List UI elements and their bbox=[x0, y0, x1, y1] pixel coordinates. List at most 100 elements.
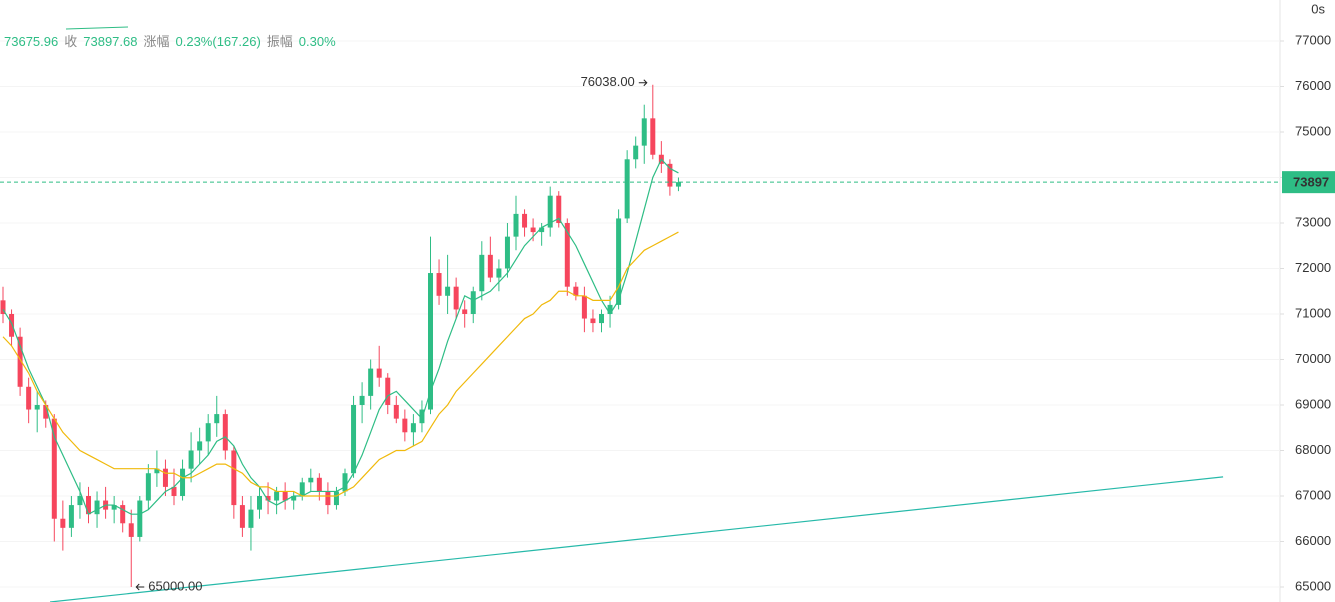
candle-body bbox=[393, 404, 399, 419]
candle-body bbox=[351, 404, 357, 474]
candle-body bbox=[197, 441, 203, 451]
candle-body bbox=[633, 145, 639, 160]
candle-body bbox=[385, 377, 391, 405]
candle-body bbox=[573, 286, 579, 296]
candle-body bbox=[547, 195, 553, 228]
y-tick-label: 76000 bbox=[1295, 78, 1331, 93]
candle-body bbox=[342, 473, 348, 492]
header-value: 73897.68 bbox=[83, 34, 138, 49]
candle-body bbox=[641, 118, 647, 146]
candle-body bbox=[410, 423, 416, 433]
annotation-arrow bbox=[135, 583, 145, 591]
candle-body bbox=[17, 336, 23, 387]
candle-body bbox=[445, 286, 451, 296]
countdown: 0s bbox=[1311, 1, 1325, 16]
candle-body bbox=[624, 159, 630, 219]
candle-body bbox=[487, 254, 493, 278]
moving-average bbox=[2, 231, 679, 497]
candle-body bbox=[316, 477, 322, 492]
candle-body bbox=[428, 273, 433, 410]
candle-body bbox=[137, 500, 143, 537]
candle-body bbox=[599, 313, 604, 324]
y-tick-label: 67000 bbox=[1295, 487, 1331, 502]
candle-body bbox=[607, 304, 613, 314]
candle-body bbox=[180, 468, 186, 496]
y-tick-label: 68000 bbox=[1295, 442, 1331, 457]
candle-body bbox=[539, 227, 545, 233]
candle-body bbox=[120, 505, 126, 524]
candle-body bbox=[111, 505, 117, 510]
candle-body bbox=[675, 182, 681, 187]
candle-body bbox=[162, 468, 168, 487]
candle-body bbox=[171, 486, 177, 496]
candle-body bbox=[308, 477, 314, 483]
header-label: 收 bbox=[64, 34, 78, 49]
last-price-label: 73897 bbox=[1293, 175, 1329, 190]
y-tick-label: 75000 bbox=[1295, 123, 1331, 138]
candle-body bbox=[590, 318, 596, 324]
candle-body bbox=[462, 309, 468, 314]
candle-body bbox=[257, 495, 262, 510]
candle-body bbox=[60, 518, 66, 528]
candle-body bbox=[470, 291, 476, 314]
candle-body bbox=[265, 495, 271, 501]
candle-body bbox=[402, 418, 408, 433]
candle-body bbox=[453, 286, 459, 310]
candle-body bbox=[34, 404, 40, 410]
candle-body bbox=[9, 313, 15, 337]
y-tick-label: 69000 bbox=[1295, 396, 1331, 411]
candle-body bbox=[479, 254, 485, 292]
y-tick-label: 77000 bbox=[1295, 32, 1331, 47]
candle-body bbox=[496, 268, 502, 278]
candle-body bbox=[616, 218, 622, 305]
candle-body bbox=[650, 118, 656, 155]
candle-body bbox=[145, 473, 151, 501]
annotation-label: 76038.00 bbox=[581, 74, 635, 89]
candle-body bbox=[522, 213, 528, 228]
candle-body bbox=[188, 450, 194, 469]
y-tick-label: 72000 bbox=[1295, 260, 1331, 275]
trend-line bbox=[49, 476, 1224, 602]
candle-body bbox=[239, 505, 245, 528]
annotation-arrow bbox=[638, 79, 648, 87]
candle-body bbox=[0, 300, 6, 314]
candle-body bbox=[274, 491, 280, 501]
candle-body bbox=[154, 468, 160, 474]
candle-body bbox=[299, 482, 305, 496]
candle-body bbox=[419, 409, 425, 424]
candle-body bbox=[359, 395, 365, 405]
candle-body bbox=[556, 195, 562, 223]
candle-body bbox=[436, 273, 442, 296]
candle-body bbox=[513, 213, 519, 237]
candle-body bbox=[86, 495, 91, 515]
candle-body bbox=[504, 236, 510, 269]
last-price-box bbox=[1282, 171, 1335, 194]
candle-body bbox=[564, 222, 570, 287]
candle-body bbox=[530, 227, 536, 233]
candle-body bbox=[51, 418, 57, 519]
candle-body bbox=[291, 495, 297, 501]
y-tick-label: 66000 bbox=[1295, 533, 1331, 548]
candle-body bbox=[43, 404, 49, 419]
candle-body bbox=[333, 491, 339, 506]
y-tick-label: 65000 bbox=[1295, 578, 1331, 593]
header-label: 涨幅 bbox=[143, 34, 170, 49]
ohlc-header: 73675.96 收 73897.68 涨幅 0.23%(167.26) 振幅 0.30% bbox=[4, 31, 342, 50]
candle-body bbox=[205, 423, 211, 442]
y-tick-label: 70000 bbox=[1295, 351, 1331, 366]
candle-body bbox=[248, 509, 254, 528]
annotation-label: 65000.00 bbox=[148, 578, 202, 593]
candle-body bbox=[214, 414, 220, 424]
indicator-fragment bbox=[65, 26, 129, 30]
header-label: 振幅 bbox=[266, 34, 293, 49]
candle-body bbox=[68, 505, 74, 528]
candle-body bbox=[26, 386, 32, 410]
candle-body bbox=[128, 523, 134, 537]
candle-body bbox=[282, 491, 288, 501]
candle-body bbox=[94, 500, 100, 515]
y-tick-label: 71000 bbox=[1295, 305, 1331, 320]
candle-body bbox=[376, 368, 382, 378]
header-value: 0.30% bbox=[298, 34, 336, 49]
